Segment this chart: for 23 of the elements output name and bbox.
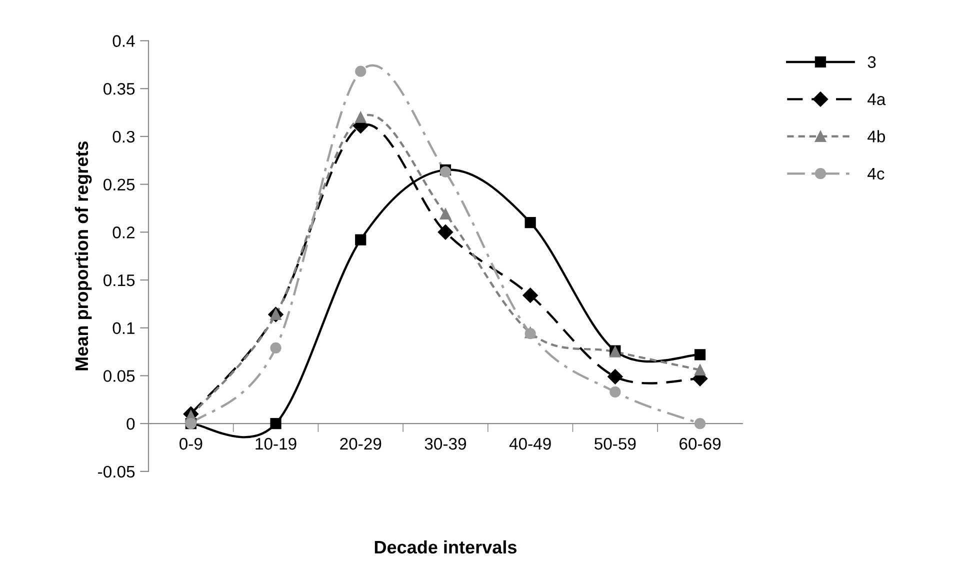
x-tick-label: 0-9 [180,438,202,450]
x-tick-label: 20-29 [340,438,382,450]
x-tick-label: 40-49 [509,438,551,450]
y-tick-label: 0.25 [104,178,135,191]
legend-label: 4c [868,168,884,180]
y-tick-label: 0.05 [104,370,135,382]
legend-label: 4b [868,130,885,142]
y-tick-label: 0.1 [112,322,134,334]
x-tick-label: 60-69 [680,438,721,450]
y-tick-label: 0.4 [112,35,135,47]
y-axis-title: Mean proportion of regrets [74,141,92,370]
y-tick-label: 0 [126,418,135,430]
y-tick-label: 0.35 [104,82,135,95]
x-tick-label: 50-59 [594,438,636,450]
x-axis-title: Decade intervals [374,540,516,554]
y-tick-label: 0.3 [112,130,135,143]
legend-label: 3 [868,56,876,68]
x-tick-label: 30-39 [424,438,466,450]
y-tick-label: -0.05 [98,466,135,478]
y-tick-label: 0.2 [112,226,134,238]
x-tick-label: 10-19 [256,438,296,450]
y-tick-label: 0.15 [104,274,135,286]
legend-label: 4a [868,94,886,106]
